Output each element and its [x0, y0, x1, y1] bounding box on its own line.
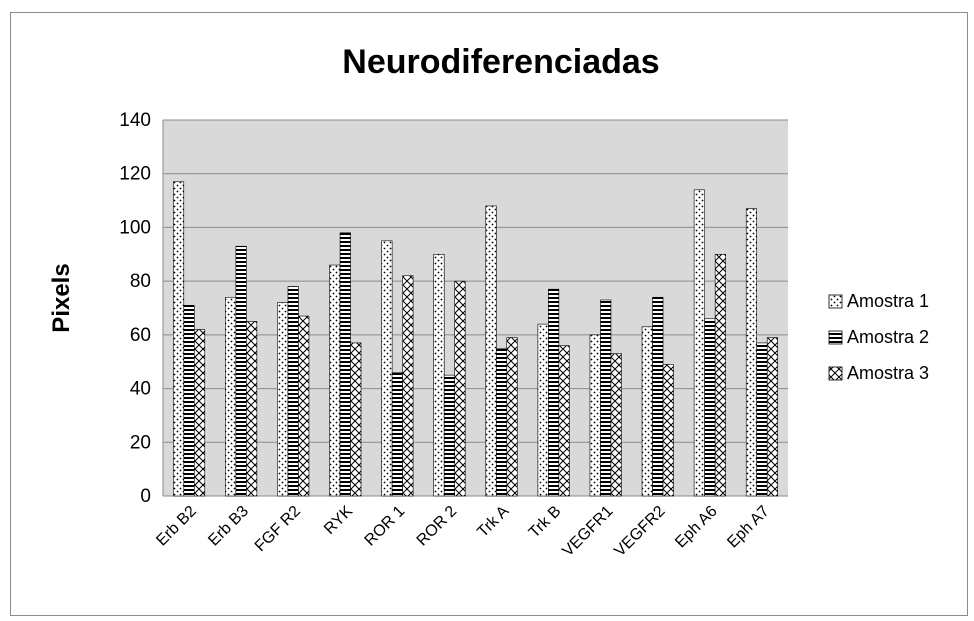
bars [172, 181, 779, 497]
bar-amostra-1-trk-b [537, 323, 549, 497]
bar-amostra-1-fgf-r2 [277, 302, 289, 497]
y-tick-label: 80 [130, 271, 151, 292]
gridlines [162, 119, 788, 497]
y-tick-label: 40 [130, 379, 151, 400]
legend-swatch [828, 366, 843, 381]
x-tick-label: Eph A6 [672, 503, 721, 552]
legend-swatch [828, 330, 843, 345]
x-tick-label: Erb B3 [205, 503, 252, 550]
bar-amostra-3-trk-b [558, 345, 570, 497]
x-tick-label: VEGFR1 [559, 503, 616, 560]
bar-amostra-1-trk-a [485, 205, 497, 497]
bar-chart: Neurodiferenciadas Pixels 0 20 40 60 80 100 12… [48, 43, 929, 561]
legend-label: Amostra 3 [847, 363, 929, 383]
legend-label: Amostra 2 [847, 327, 929, 347]
bar-amostra-1-vegfr1 [589, 334, 601, 497]
x-tick-label: VEGFR2 [611, 503, 668, 560]
plot-area [163, 120, 788, 496]
bar-amostra-2-ror-1 [391, 372, 403, 497]
chart-title: Neurodiferenciadas [342, 43, 659, 81]
bar-amostra-3-eph-a7 [766, 337, 779, 497]
bar-amostra-1-eph-a6 [693, 189, 705, 497]
legend-swatch [828, 294, 843, 309]
y-tick-label: 0 [140, 486, 151, 507]
x-tick-label: ROR 2 [414, 503, 461, 550]
bar-amostra-3-ryk [350, 342, 362, 497]
y-tick-label: 140 [119, 110, 151, 131]
bar-amostra-2-eph-a6 [704, 318, 716, 497]
x-tick-label: Erb B2 [153, 503, 200, 550]
bar-amostra-3-eph-a6 [714, 253, 726, 497]
bar-amostra-1-ror-1 [381, 240, 393, 497]
x-tick-label: Trk A [474, 503, 512, 541]
bar-amostra-3-erb-b2 [193, 329, 206, 497]
bar-amostra-3-vegfr2 [662, 364, 674, 497]
bar-amostra-3-ror-2 [454, 280, 466, 497]
legend-label: Amostra 1 [847, 291, 929, 311]
y-axis-label: Pixels [48, 263, 75, 332]
x-tick-label: FGF R2 [252, 503, 304, 555]
bar-amostra-3-erb-b3 [246, 321, 258, 497]
y-tick-label: 20 [130, 432, 151, 453]
bar-amostra-3-trk-a [506, 337, 518, 497]
bar-amostra-2-vegfr2 [652, 296, 664, 497]
bar-amostra-1-vegfr2 [641, 326, 653, 497]
y-tick-label: 60 [130, 325, 151, 346]
bar-amostra-2-vegfr1 [600, 299, 612, 497]
bar-amostra-3-vegfr1 [610, 353, 622, 497]
bar-amostra-1-erb-b3 [225, 296, 237, 497]
bar-amostra-2-eph-a7 [756, 342, 768, 497]
bar-amostra-2-ror-2 [443, 374, 456, 497]
legend: Amostra 1 Amostra 2 Amostra 3 [828, 291, 929, 383]
y-tick-labels: 0 20 40 60 80 100 120 140 [119, 110, 151, 507]
x-tick-label: ROR 1 [362, 503, 409, 550]
bar-amostra-2-trk-b [548, 288, 560, 497]
bar-amostra-2-trk-a [495, 347, 508, 497]
chart-frame: Neurodiferenciadas Pixels 0 20 40 60 80 100 12… [10, 12, 968, 616]
bar-amostra-2-fgf-r2 [287, 286, 299, 497]
bar-amostra-2-ryk [339, 232, 351, 497]
bar-amostra-2-erb-b3 [235, 245, 247, 497]
bar-amostra-3-ror-1 [402, 275, 414, 497]
bar-amostra-1-eph-a7 [745, 208, 758, 497]
bar-amostra-1-ryk [329, 264, 341, 497]
y-tick-label: 120 [119, 164, 151, 185]
x-tick-label: RYK [321, 503, 356, 538]
bar-amostra-1-erb-b2 [172, 181, 185, 497]
x-tick-label: Trk B [526, 503, 565, 542]
x-tick-labels: Erb B2 Erb B3 FGF R2 RYK ROR 1 ROR 2 Trk A Trk … [153, 503, 773, 561]
y-tick-label: 100 [119, 217, 151, 238]
bar-amostra-3-fgf-r2 [298, 315, 310, 497]
x-tick-label: Eph A7 [724, 503, 773, 552]
bar-amostra-1-ror-2 [433, 253, 445, 497]
bar-amostra-2-erb-b2 [183, 305, 195, 497]
